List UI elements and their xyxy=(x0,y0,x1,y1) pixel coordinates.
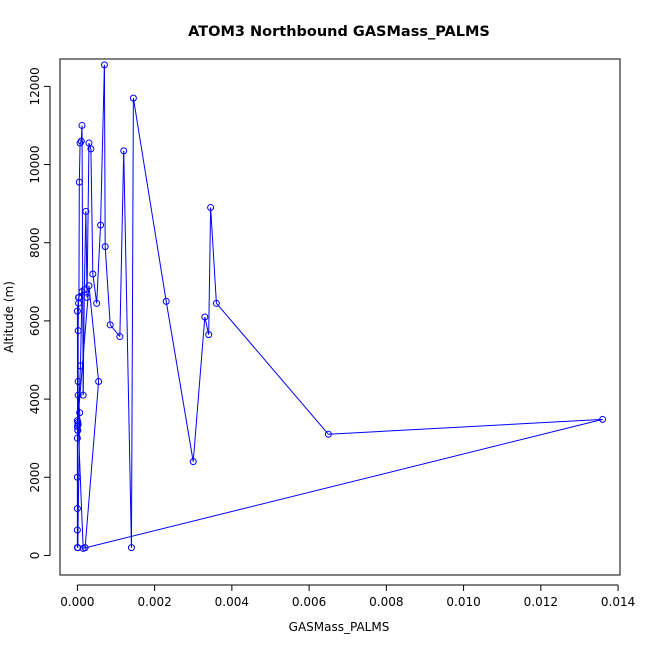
data-point xyxy=(73,422,81,430)
series-segment xyxy=(81,125,84,396)
data-point xyxy=(74,378,82,385)
series-segment xyxy=(83,418,603,549)
x-axis-label: GASMass_PALMS xyxy=(289,620,390,634)
data-point xyxy=(97,221,105,229)
data-point xyxy=(106,321,114,329)
data-point xyxy=(212,299,220,307)
y-tick-label: 2000 xyxy=(28,462,42,493)
series-points xyxy=(73,61,607,552)
x-tick-label: 0.010 xyxy=(446,595,480,609)
plot-frame xyxy=(59,58,621,576)
y-axis-label: Altitude (m) xyxy=(2,281,16,353)
series-segment xyxy=(79,140,82,144)
series-segment xyxy=(104,246,111,325)
y-tick-label: 0 xyxy=(28,552,42,560)
x-axis: 0.000 0.002 0.004 0.006 0.008 0.010 0.012 0.014 xyxy=(60,584,635,609)
series-segment xyxy=(76,285,90,427)
data-point xyxy=(74,327,82,335)
data-point xyxy=(74,544,82,552)
x-tick-label: 0.002 xyxy=(137,595,171,609)
data-point xyxy=(129,94,137,102)
data-point xyxy=(89,270,97,278)
data-point xyxy=(73,505,81,513)
series-segment xyxy=(210,207,217,304)
data-point xyxy=(76,409,84,417)
data-point xyxy=(100,61,108,69)
data-point xyxy=(93,299,101,307)
y-tick-label: 6000 xyxy=(28,306,42,337)
series-lines xyxy=(76,64,603,549)
data-point xyxy=(74,391,82,399)
series-segment xyxy=(192,316,206,462)
series-segment xyxy=(84,381,100,548)
series-segment xyxy=(216,302,329,435)
data-point xyxy=(162,297,170,305)
data-point xyxy=(78,121,86,129)
y-tick-label: 4000 xyxy=(28,384,42,415)
series-segment xyxy=(103,64,106,247)
data-point xyxy=(207,204,215,212)
data-point xyxy=(120,147,128,155)
data-point xyxy=(73,434,81,442)
data-point xyxy=(76,362,84,370)
x-tick-label: 0.004 xyxy=(215,595,249,609)
data-point xyxy=(74,426,82,434)
data-point xyxy=(189,458,197,466)
data-point xyxy=(201,313,209,321)
data-point xyxy=(82,207,90,215)
data-point xyxy=(95,378,103,385)
y-axis: 0 2000 4000 6000 8000 10000 12000 xyxy=(28,67,51,560)
data-point xyxy=(75,293,83,301)
series-segment xyxy=(119,150,125,337)
series-segment xyxy=(132,98,167,302)
data-point xyxy=(78,288,86,296)
data-point xyxy=(73,526,81,534)
data-point xyxy=(101,243,109,251)
series-segment xyxy=(82,289,85,396)
x-tick-label: 0.000 xyxy=(60,595,94,609)
y-tick-label: 12000 xyxy=(28,67,42,105)
series-segment xyxy=(109,324,121,337)
series-segment xyxy=(86,143,90,298)
data-point xyxy=(81,544,89,552)
series-segment xyxy=(76,297,80,312)
x-tick-label: 0.008 xyxy=(369,595,403,609)
data-point xyxy=(77,137,85,145)
series-segment xyxy=(130,98,134,548)
x-tick-label: 0.012 xyxy=(524,595,558,609)
chart-title: ATOM3 Northbound GASMass_PALMS xyxy=(188,24,490,40)
y-tick-label: 10000 xyxy=(28,145,42,183)
data-point xyxy=(73,307,81,315)
data-point xyxy=(127,544,135,552)
series-segment xyxy=(100,64,105,226)
series-segment xyxy=(92,273,98,304)
series-segment xyxy=(328,418,603,435)
x-tick-label: 0.006 xyxy=(292,595,326,609)
series-segment xyxy=(88,285,100,382)
data-point xyxy=(80,286,88,294)
data-point xyxy=(83,293,91,301)
series-segment xyxy=(96,225,102,304)
data-point xyxy=(599,415,607,423)
series-segment xyxy=(78,143,81,183)
x-tick-label: 0.014 xyxy=(601,595,635,609)
data-point xyxy=(205,331,213,339)
data-point xyxy=(73,473,81,481)
series-segment xyxy=(90,148,94,275)
data-point xyxy=(116,333,124,341)
series-segment xyxy=(208,207,212,335)
data-point xyxy=(324,430,332,438)
series-segment xyxy=(165,301,194,462)
y-tick-label: 8000 xyxy=(28,227,42,258)
data-point xyxy=(87,145,95,153)
data-point xyxy=(75,178,83,186)
data-point xyxy=(79,391,87,399)
data-point xyxy=(85,282,93,290)
series-segment xyxy=(123,150,132,548)
